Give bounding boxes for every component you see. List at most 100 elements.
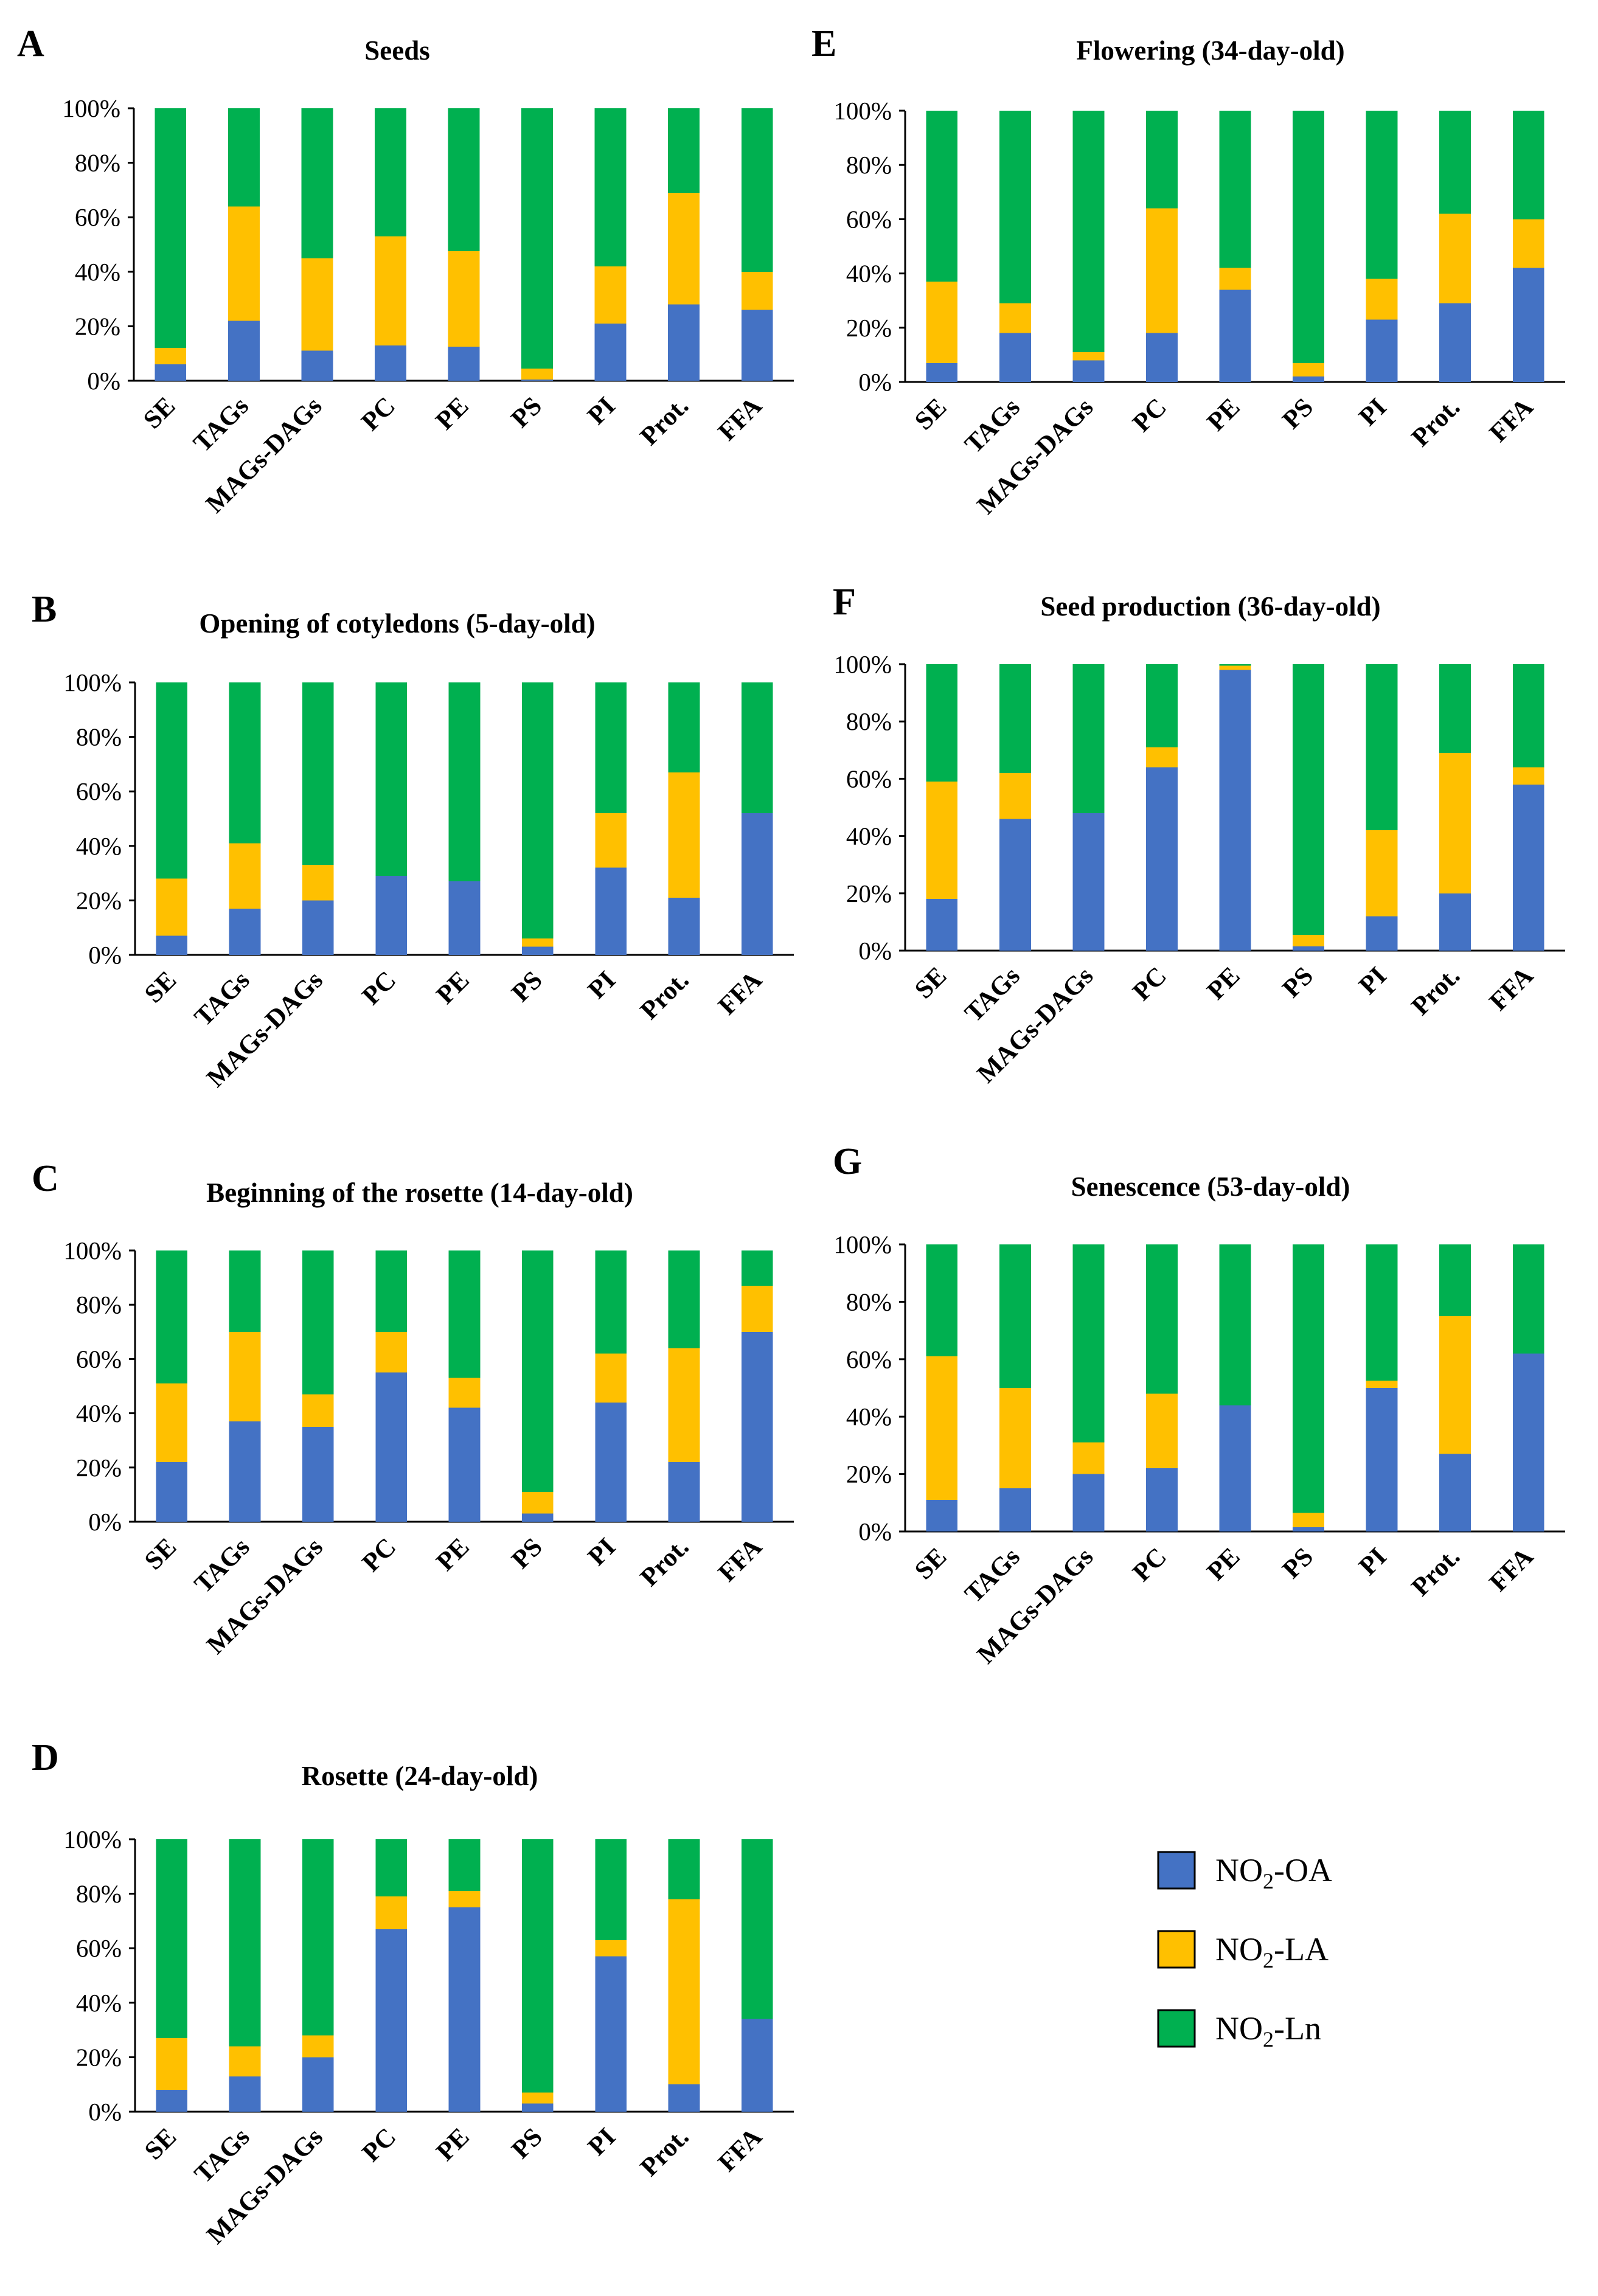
y-tick-label-b-0: 0% xyxy=(88,941,122,969)
bar-e-se-no2-la xyxy=(926,281,958,363)
bar-f-pe-no2-la xyxy=(1219,665,1251,670)
bar-f-tags-no2-ln xyxy=(999,664,1031,773)
panel-title-g: Senescence (53-day-old) xyxy=(1071,1171,1350,1202)
bar-a-ps-no2-oa xyxy=(521,379,553,381)
bar-f-se-no2-oa xyxy=(926,899,958,951)
bar-c-pc-no2-la xyxy=(375,1331,408,1373)
x-label-c-se: SE xyxy=(139,1533,182,1575)
y-tick-label-c-2: 40% xyxy=(76,1399,122,1427)
bar-g-tags-no2-la xyxy=(999,1388,1031,1489)
y-tick-label-d-4: 80% xyxy=(76,1880,122,1908)
panel-title-f: Seed production (36-day-old) xyxy=(1040,591,1380,622)
bar-b-ps-no2-ln xyxy=(521,682,554,939)
x-label-b-tags: TAGs xyxy=(189,966,255,1032)
panel-letter-b: B xyxy=(32,589,57,630)
bar-d-pe-no2-ln xyxy=(448,1839,481,1892)
bar-a-se-no2-ln xyxy=(155,108,187,349)
bar-a-pc-no2-ln xyxy=(375,108,406,237)
bar-g-tags-no2-oa xyxy=(999,1488,1031,1531)
bar-d-pe-no2-oa xyxy=(448,1907,481,2112)
panel-title-d: Rosette (24-day-old) xyxy=(302,1761,538,1791)
y-tick-label-a-4: 80% xyxy=(75,149,120,177)
x-label-f-pi: PI xyxy=(1353,962,1392,1001)
bar-g-pi-no2-oa xyxy=(1366,1388,1398,1531)
bar-g-ffa-no2-oa xyxy=(1512,1353,1544,1531)
bar-d-mags-dags-no2-la xyxy=(302,2035,334,2058)
bar-e-ffa-no2-oa xyxy=(1512,268,1544,382)
bar-g-ps-no2-ln xyxy=(1293,1244,1324,1513)
x-label-e-ps: PS xyxy=(1277,393,1319,435)
legend-swatch-no2-oa xyxy=(1157,1851,1196,1890)
bar-b-mags-dags-no2-oa xyxy=(302,900,334,955)
x-label-a-pi: PI xyxy=(582,392,621,431)
y-tick-label-b-2: 40% xyxy=(76,832,122,860)
bar-a-mags-dags-no2-la xyxy=(301,258,333,351)
x-label-c-pe: PE xyxy=(431,1533,474,1576)
bar-a-pi-no2-ln xyxy=(594,108,627,266)
bar-c-ffa-no2-la xyxy=(741,1285,773,1332)
bar-f-pi-no2-oa xyxy=(1366,916,1398,951)
x-label-d-pc: PC xyxy=(356,2123,401,2168)
bar-d-mags-dags-no2-oa xyxy=(302,2057,334,2112)
bar-e-pi-no2-la xyxy=(1366,279,1398,320)
x-label-g-ps: PS xyxy=(1277,1542,1319,1584)
bar-f-mags-dags-no2-oa xyxy=(1072,813,1105,951)
y-tick-label-b-4: 80% xyxy=(76,723,122,751)
bar-b-se-no2-la xyxy=(156,878,188,936)
x-label-c-pc: PC xyxy=(356,1533,401,1578)
bar-d-pi-no2-la xyxy=(595,1940,627,1957)
bar-b-pi-no2-oa xyxy=(595,867,627,955)
bar-g-se-no2-la xyxy=(926,1356,958,1500)
bar-d-pc-no2-ln xyxy=(375,1839,408,1897)
bar-e-pi-no2-oa xyxy=(1366,319,1398,382)
bar-g-prot-no2-la xyxy=(1439,1316,1471,1454)
x-label-b-pi: PI xyxy=(583,966,622,1005)
bar-f-prot-no2-ln xyxy=(1439,664,1471,754)
bar-g-mags-dags-no2-oa xyxy=(1072,1474,1105,1531)
y-tick-label-c-1: 20% xyxy=(76,1454,122,1482)
bar-a-pc-no2-oa xyxy=(375,345,406,381)
y-tick-label-g-2: 40% xyxy=(846,1403,892,1431)
bar-b-ffa-no2-ln xyxy=(741,682,773,814)
x-label-d-tags: TAGs xyxy=(189,2123,255,2189)
bar-c-ffa-no2-oa xyxy=(741,1331,773,1522)
x-label-g-pi: PI xyxy=(1353,1542,1392,1581)
y-tick-label-g-3: 60% xyxy=(846,1345,892,1373)
bar-a-pe-no2-ln xyxy=(448,108,480,252)
bar-g-pc-no2-ln xyxy=(1146,1244,1178,1394)
bar-b-tags-no2-la xyxy=(229,843,261,909)
y-tick-label-d-0: 0% xyxy=(88,2098,122,2126)
bar-c-ffa-no2-ln xyxy=(741,1250,773,1286)
bar-d-mags-dags-no2-ln xyxy=(302,1839,334,2036)
bar-g-tags-no2-ln xyxy=(999,1244,1031,1388)
x-label-a-ps: PS xyxy=(505,392,547,434)
bar-d-ps-no2-la xyxy=(521,2092,554,2104)
x-label-e-tags: TAGs xyxy=(959,393,1026,459)
y-tick-label-g-0: 0% xyxy=(858,1517,892,1545)
bar-f-pe-no2-ln xyxy=(1219,664,1251,666)
y-tick-label-f-4: 80% xyxy=(846,707,892,735)
bar-b-pe-no2-ln xyxy=(448,682,481,882)
x-label-b-se: SE xyxy=(139,966,182,1008)
bar-d-ffa-no2-ln xyxy=(741,1839,773,2019)
x-label-a-pc: PC xyxy=(356,392,401,437)
bar-b-pi-no2-la xyxy=(595,813,627,868)
bar-c-prot-no2-oa xyxy=(668,1462,700,1522)
bar-f-pc-no2-ln xyxy=(1146,664,1178,747)
bar-a-pi-no2-oa xyxy=(594,323,627,381)
bar-e-ps-no2-la xyxy=(1293,362,1324,377)
bar-b-tags-no2-ln xyxy=(229,682,261,844)
bar-e-mags-dags-no2-ln xyxy=(1072,111,1105,352)
bar-c-pc-no2-ln xyxy=(375,1250,408,1332)
bar-e-prot-no2-oa xyxy=(1439,303,1471,382)
bar-d-ps-no2-oa xyxy=(521,2103,554,2112)
bar-c-mags-dags-no2-la xyxy=(302,1394,334,1427)
bar-c-pe-no2-oa xyxy=(448,1407,481,1522)
bar-b-mags-dags-no2-la xyxy=(302,865,334,901)
bar-c-ps-no2-la xyxy=(521,1491,554,1514)
x-label-a-se: SE xyxy=(138,392,181,434)
bar-f-ps-no2-la xyxy=(1293,935,1324,946)
bar-b-ps-no2-oa xyxy=(521,946,554,955)
x-label-c-pi: PI xyxy=(583,1533,622,1572)
panel-g: G Senescence (53-day-old) 0% 20% 40% 60% 80% 10… xyxy=(833,1141,1565,1670)
